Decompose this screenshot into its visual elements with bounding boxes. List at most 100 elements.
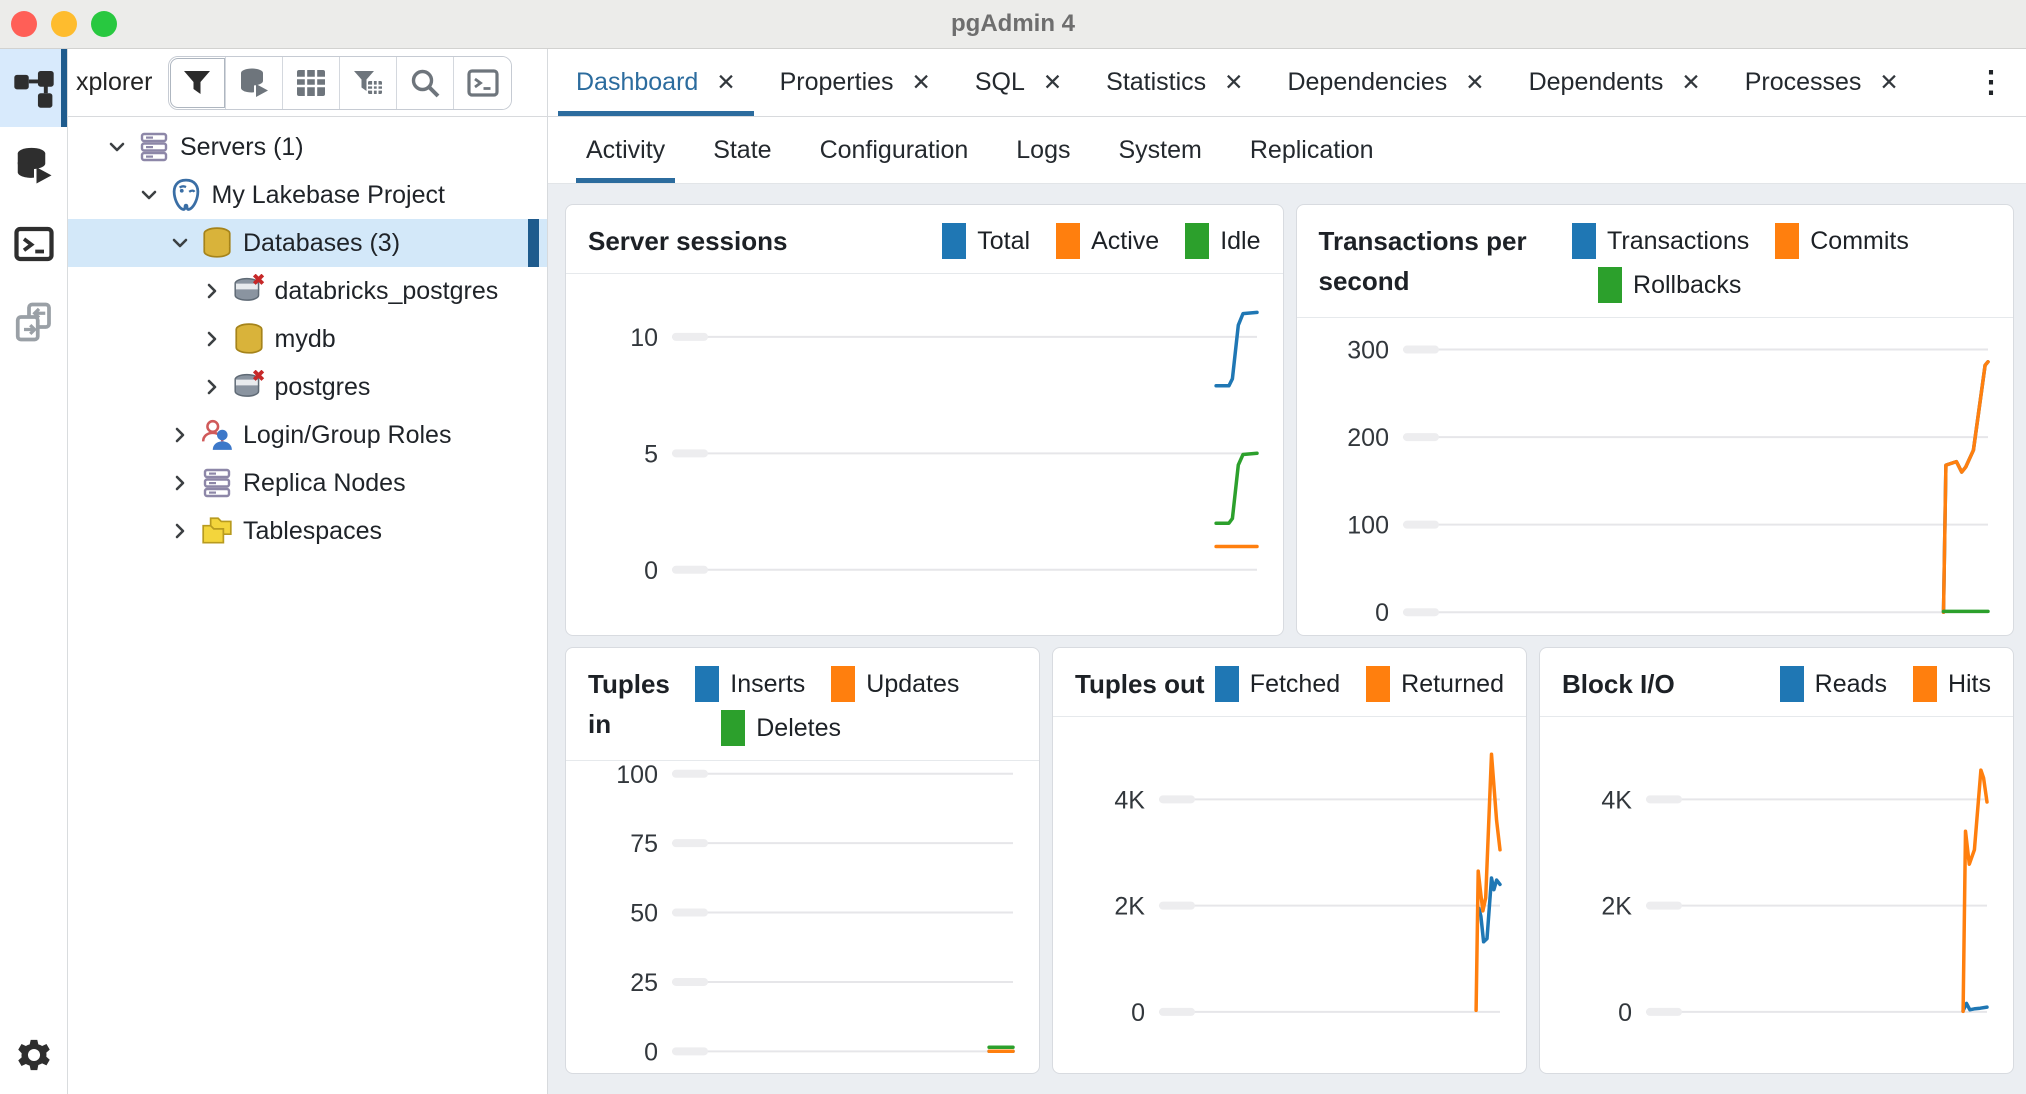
query-tool-sm-icon [238, 67, 270, 99]
svg-text:0: 0 [1618, 999, 1632, 1027]
tab-label: Dependents [1528, 68, 1664, 96]
legend-swatch [942, 223, 967, 259]
chart-header: Tuples out Fetched Returned [1053, 648, 1526, 717]
chevron-down-icon[interactable] [132, 184, 166, 206]
legend-swatch [1779, 666, 1804, 702]
tree-row[interactable]: Login/Group Roles [68, 411, 547, 459]
chart-plot: 0 100 200 300 [1297, 318, 2014, 635]
tab-close-icon[interactable]: ✕ [716, 69, 736, 95]
legend-item: Updates [831, 664, 959, 704]
toolbar-button-psql-sm[interactable] [454, 56, 512, 109]
tab-close-icon[interactable]: ✕ [1042, 69, 1063, 95]
chart-card-tuples-out: Tuples out Fetched Returned 0 2K 4K [1052, 647, 1527, 1074]
tab-sql[interactable]: SQL ✕ [953, 49, 1084, 116]
tree-row[interactable]: Databases (3) [68, 219, 547, 267]
tree-label: Databases (3) [243, 228, 401, 257]
psql-sm-icon [467, 67, 499, 99]
chart-card-transactions-per-second: Transactions per second Transactions Commi… [1295, 204, 2014, 636]
tree-row[interactable]: Replica Nodes [68, 459, 547, 507]
subtab-logs[interactable]: Logs [1006, 117, 1080, 183]
chevron-down-icon[interactable] [100, 136, 134, 158]
svg-text:300: 300 [1347, 337, 1389, 365]
tab-close-icon[interactable]: ✕ [911, 69, 931, 95]
rail-item-schema-diff[interactable] [0, 283, 67, 361]
chevron-down-icon[interactable] [163, 232, 197, 254]
gear-icon [13, 1034, 55, 1076]
legend-item: Returned [1366, 664, 1504, 704]
minimize-window-button[interactable] [51, 11, 77, 37]
toolbar-button-search[interactable] [397, 56, 455, 109]
chevron-right-icon[interactable] [163, 424, 197, 446]
object-explorer-panel: xplorer Servers (1) My Lakebase Project Da… [68, 49, 548, 1094]
activity-bar [0, 49, 68, 1094]
chevron-right-icon[interactable] [163, 520, 197, 542]
subtab-replication[interactable]: Replication [1240, 117, 1384, 183]
subtab-label: Activity [586, 135, 666, 164]
chart-title: Tuples in [588, 669, 670, 739]
tab-properties[interactable]: Properties ✕ [758, 49, 953, 116]
chevron-right-icon[interactable] [195, 328, 229, 350]
chevron-right-icon[interactable] [195, 376, 229, 398]
toolbar-button-filter[interactable] [169, 56, 227, 109]
tab-dashboard[interactable]: Dashboard ✕ [554, 49, 758, 116]
server-group-icon [134, 131, 174, 163]
legend-item: Transactions [1572, 221, 1749, 261]
postgres-server-icon [166, 178, 206, 212]
chevron-right-icon[interactable] [163, 472, 197, 494]
svg-text:25: 25 [630, 969, 658, 997]
tab-dependencies[interactable]: Dependencies ✕ [1265, 49, 1506, 116]
tab-close-icon[interactable]: ✕ [1879, 69, 1899, 95]
tab-close-icon[interactable]: ✕ [1465, 69, 1485, 95]
tree-row[interactable]: My Lakebase Project [68, 171, 547, 219]
tree-label: mydb [274, 324, 336, 353]
chart-header: Block I/O Reads Hits [1540, 648, 2013, 717]
subtab-state[interactable]: State [703, 117, 781, 183]
subtab-system[interactable]: System [1109, 117, 1212, 183]
tab-dependents[interactable]: Dependents ✕ [1507, 49, 1723, 116]
chart-plot: 0 25 50 75 100 [566, 761, 1039, 1073]
legend-swatch [1214, 666, 1239, 702]
toolbar-button-filtered-rows[interactable] [340, 56, 398, 109]
legend-label: Transactions [1607, 227, 1750, 255]
tree-row[interactable]: Servers (1) [68, 123, 547, 171]
chevron-right-icon[interactable] [195, 280, 229, 302]
rail-item-gear[interactable] [0, 1016, 67, 1094]
close-window-button[interactable] [11, 11, 37, 37]
tree-row[interactable]: mydb [68, 315, 547, 363]
server-group-icon [197, 467, 237, 499]
tree-label: My Lakebase Project [211, 180, 445, 209]
tree-row[interactable]: databricks_postgres [68, 267, 547, 315]
legend-item: Inserts [695, 664, 805, 704]
chart-header: Server sessions Total Active Idle [566, 205, 1283, 274]
legend-swatch [1598, 267, 1623, 303]
tree-row[interactable]: postgres [68, 363, 547, 411]
chart-card-tuples-in: Tuples in Inserts Updates Deletes 0 25 50 75 100 [565, 647, 1040, 1074]
zoom-window-button[interactable] [91, 11, 117, 37]
database-gold-icon [197, 226, 237, 260]
tab-processes[interactable]: Processes ✕ [1723, 49, 1921, 116]
chart-title: Block I/O [1562, 669, 1675, 699]
tab-statistics[interactable]: Statistics ✕ [1084, 49, 1265, 116]
subtab-configuration[interactable]: Configuration [810, 117, 979, 183]
subtab-label: System [1118, 135, 1202, 164]
chart-header: Tuples in Inserts Updates Deletes [566, 648, 1039, 761]
subtab-activity[interactable]: Activity [576, 117, 676, 183]
svg-text:50: 50 [630, 900, 658, 928]
tab-overflow-menu-icon[interactable]: ⋮ [1976, 66, 2006, 99]
rail-item-query-tool[interactable] [0, 127, 67, 205]
tab-close-icon[interactable]: ✕ [1224, 69, 1244, 95]
tab-close-icon[interactable]: ✕ [1681, 69, 1701, 95]
rail-item-object-explorer[interactable] [0, 49, 67, 127]
toolbar-button-view-data[interactable] [283, 56, 341, 109]
tree-row[interactable]: Tablespaces [68, 507, 547, 555]
toolbar-button-query-tool-sm[interactable] [226, 56, 284, 109]
chart-legend: Inserts Updates Deletes [695, 664, 1017, 748]
schema-diff-icon [14, 302, 54, 342]
svg-text:0: 0 [1131, 999, 1145, 1027]
legend-label: Total [977, 227, 1031, 255]
rail-item-psql-terminal[interactable] [0, 205, 67, 283]
svg-text:0: 0 [1375, 599, 1389, 627]
svg-text:200: 200 [1347, 424, 1389, 452]
subtab-label: Logs [1016, 135, 1071, 164]
chart-card-block-io: Block I/O Reads Hits 0 2K 4K [1539, 647, 2014, 1074]
